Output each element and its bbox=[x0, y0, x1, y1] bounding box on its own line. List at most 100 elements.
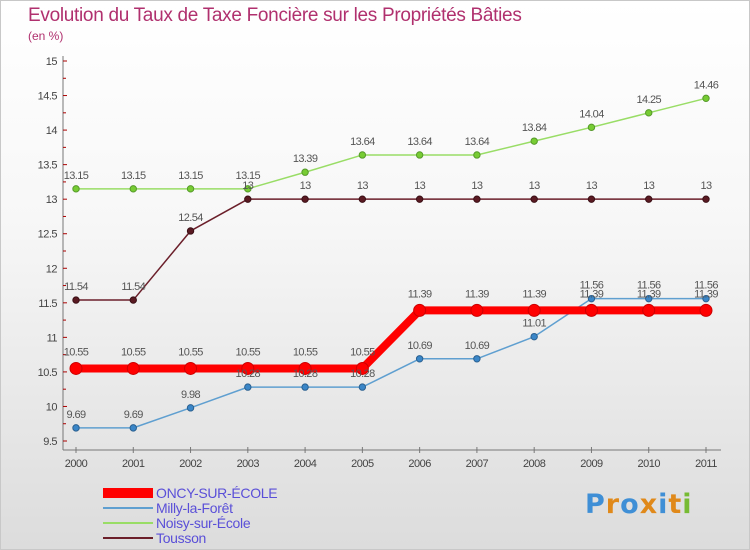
data-label-tousson: 11.54 bbox=[64, 281, 88, 293]
chart-title: Evolution du Taux de Taxe Foncière sur l… bbox=[28, 5, 522, 26]
y-tick-label: 14 bbox=[46, 125, 58, 137]
data-point-tousson bbox=[415, 195, 424, 203]
data-point-noisy-sur-cole bbox=[473, 151, 481, 159]
data-label-tousson: 13 bbox=[586, 180, 598, 192]
data-point-noisy-sur-cole bbox=[301, 168, 309, 176]
data-point-noisy-sur-cole bbox=[186, 185, 195, 193]
data-label-oncy-sur-cole: 11.39 bbox=[408, 288, 432, 300]
data-point-milly-la-for-t bbox=[645, 294, 653, 303]
data-point-tousson bbox=[587, 195, 596, 203]
data-label-oncy-sur-cole: 10.55 bbox=[236, 346, 261, 358]
data-point-noisy-sur-cole bbox=[358, 151, 367, 159]
x-tick-label: 2000 bbox=[65, 458, 88, 470]
data-point-tousson bbox=[530, 195, 538, 203]
data-label-noisy-sur-cole: 13.15 bbox=[64, 170, 89, 182]
data-label-milly-la-for-t: 9.69 bbox=[124, 409, 143, 421]
data-point-milly-la-for-t bbox=[415, 355, 424, 363]
data-point-milly-la-for-t bbox=[72, 424, 80, 432]
data-point-tousson bbox=[358, 195, 367, 203]
y-tick-label: 11.5 bbox=[38, 298, 57, 310]
y-tick-label: 13.5 bbox=[38, 160, 58, 172]
data-label-oncy-sur-cole: 11.39 bbox=[637, 288, 661, 300]
legend-label: ONCY-SUR-ÉCOLE bbox=[156, 485, 277, 501]
data-label-noisy-sur-cole: 13.64 bbox=[465, 136, 490, 148]
data-label-tousson: 13 bbox=[300, 180, 312, 192]
data-point-milly-la-for-t bbox=[129, 424, 137, 432]
data-point-oncy-sur-cole bbox=[699, 303, 713, 317]
y-tick-label: 15 bbox=[46, 56, 58, 68]
data-point-noisy-sur-cole bbox=[129, 185, 137, 193]
data-label-milly-la-for-t: 10.69 bbox=[407, 340, 432, 352]
data-point-milly-la-for-t bbox=[587, 294, 596, 303]
series-line-oncy-sur-cole bbox=[76, 306, 706, 373]
data-point-oncy-sur-cole bbox=[355, 361, 369, 375]
logo-letter: o bbox=[620, 489, 640, 520]
data-label-noisy-sur-cole: 14.04 bbox=[579, 108, 604, 120]
data-label-oncy-sur-cole: 10.55 bbox=[121, 346, 146, 358]
data-point-tousson bbox=[473, 195, 481, 203]
series-line-tousson bbox=[76, 198, 706, 301]
y-tick-label: 12 bbox=[46, 263, 58, 275]
data-label-milly-la-for-t: 11.01 bbox=[522, 318, 546, 330]
y-tick-label: 10.5 bbox=[38, 367, 58, 379]
x-tick-label: 2003 bbox=[237, 458, 260, 470]
data-point-noisy-sur-cole bbox=[72, 185, 80, 193]
data-point-noisy-sur-cole bbox=[530, 137, 538, 145]
data-point-oncy-sur-cole bbox=[298, 361, 312, 375]
data-point-oncy-sur-cole bbox=[642, 303, 656, 317]
x-tick-label: 2006 bbox=[408, 458, 431, 470]
data-point-oncy-sur-cole bbox=[126, 361, 140, 375]
series-line-milly-la-for-t bbox=[76, 297, 706, 429]
data-label-oncy-sur-cole: 10.55 bbox=[293, 346, 318, 358]
data-label-oncy-sur-cole: 10.55 bbox=[178, 346, 203, 358]
data-label-oncy-sur-cole: 10.55 bbox=[350, 346, 375, 358]
data-label-noisy-sur-cole: 14.46 bbox=[694, 79, 719, 91]
data-label-milly-la-for-t: 10.28 bbox=[350, 368, 375, 380]
x-tick-label: 2004 bbox=[294, 458, 317, 470]
x-tick-label: 2008 bbox=[523, 458, 546, 470]
data-point-oncy-sur-cole bbox=[241, 361, 255, 375]
x-tick-label: 2010 bbox=[637, 458, 660, 470]
data-point-noisy-sur-cole bbox=[415, 151, 424, 159]
data-point-milly-la-for-t bbox=[702, 294, 710, 303]
data-label-noisy-sur-cole: 13.39 bbox=[293, 153, 318, 165]
data-label-tousson: 11.54 bbox=[121, 281, 145, 293]
data-point-milly-la-for-t bbox=[530, 332, 538, 341]
data-point-milly-la-for-t bbox=[301, 383, 309, 391]
data-label-tousson: 13 bbox=[643, 180, 655, 192]
data-point-noisy-sur-cole bbox=[244, 185, 252, 193]
data-point-tousson bbox=[645, 195, 653, 203]
logo-letter: i bbox=[658, 489, 669, 520]
data-label-noisy-sur-cole: 13.15 bbox=[236, 170, 261, 182]
data-label-tousson: 13 bbox=[357, 180, 369, 192]
data-point-milly-la-for-t bbox=[244, 383, 252, 391]
data-label-noisy-sur-cole: 13.15 bbox=[178, 170, 203, 182]
logo-letter: t bbox=[668, 489, 683, 520]
data-point-oncy-sur-cole bbox=[184, 361, 198, 375]
data-label-milly-la-for-t: 11.56 bbox=[580, 280, 604, 292]
y-tick-label: 14.5 bbox=[38, 91, 58, 103]
logo-letter: x bbox=[639, 489, 659, 520]
data-point-milly-la-for-t bbox=[186, 404, 195, 412]
data-label-milly-la-for-t: 10.28 bbox=[236, 368, 261, 380]
y-tick-label: 10 bbox=[46, 401, 58, 413]
logo-letter: r bbox=[605, 489, 621, 520]
data-label-oncy-sur-cole: 11.39 bbox=[580, 288, 604, 300]
legend-label: Milly-la-Forêt bbox=[156, 500, 233, 516]
data-label-tousson: 13 bbox=[242, 180, 254, 192]
data-point-noisy-sur-cole bbox=[702, 94, 710, 103]
y-tick-label: 11 bbox=[47, 332, 58, 344]
logo-letter: P bbox=[585, 489, 606, 520]
data-label-milly-la-for-t: 11.56 bbox=[637, 280, 661, 292]
x-tick-label: 2011 bbox=[695, 458, 717, 470]
data-label-milly-la-for-t: 9.69 bbox=[66, 409, 85, 421]
legend-label: Tousson bbox=[156, 530, 206, 546]
data-point-oncy-sur-cole bbox=[584, 303, 598, 317]
x-tick-label: 2007 bbox=[466, 458, 489, 470]
data-label-tousson: 13 bbox=[529, 180, 541, 192]
data-label-oncy-sur-cole: 10.55 bbox=[64, 346, 89, 358]
data-label-tousson: 12.54 bbox=[178, 212, 203, 224]
data-point-tousson bbox=[301, 195, 309, 203]
